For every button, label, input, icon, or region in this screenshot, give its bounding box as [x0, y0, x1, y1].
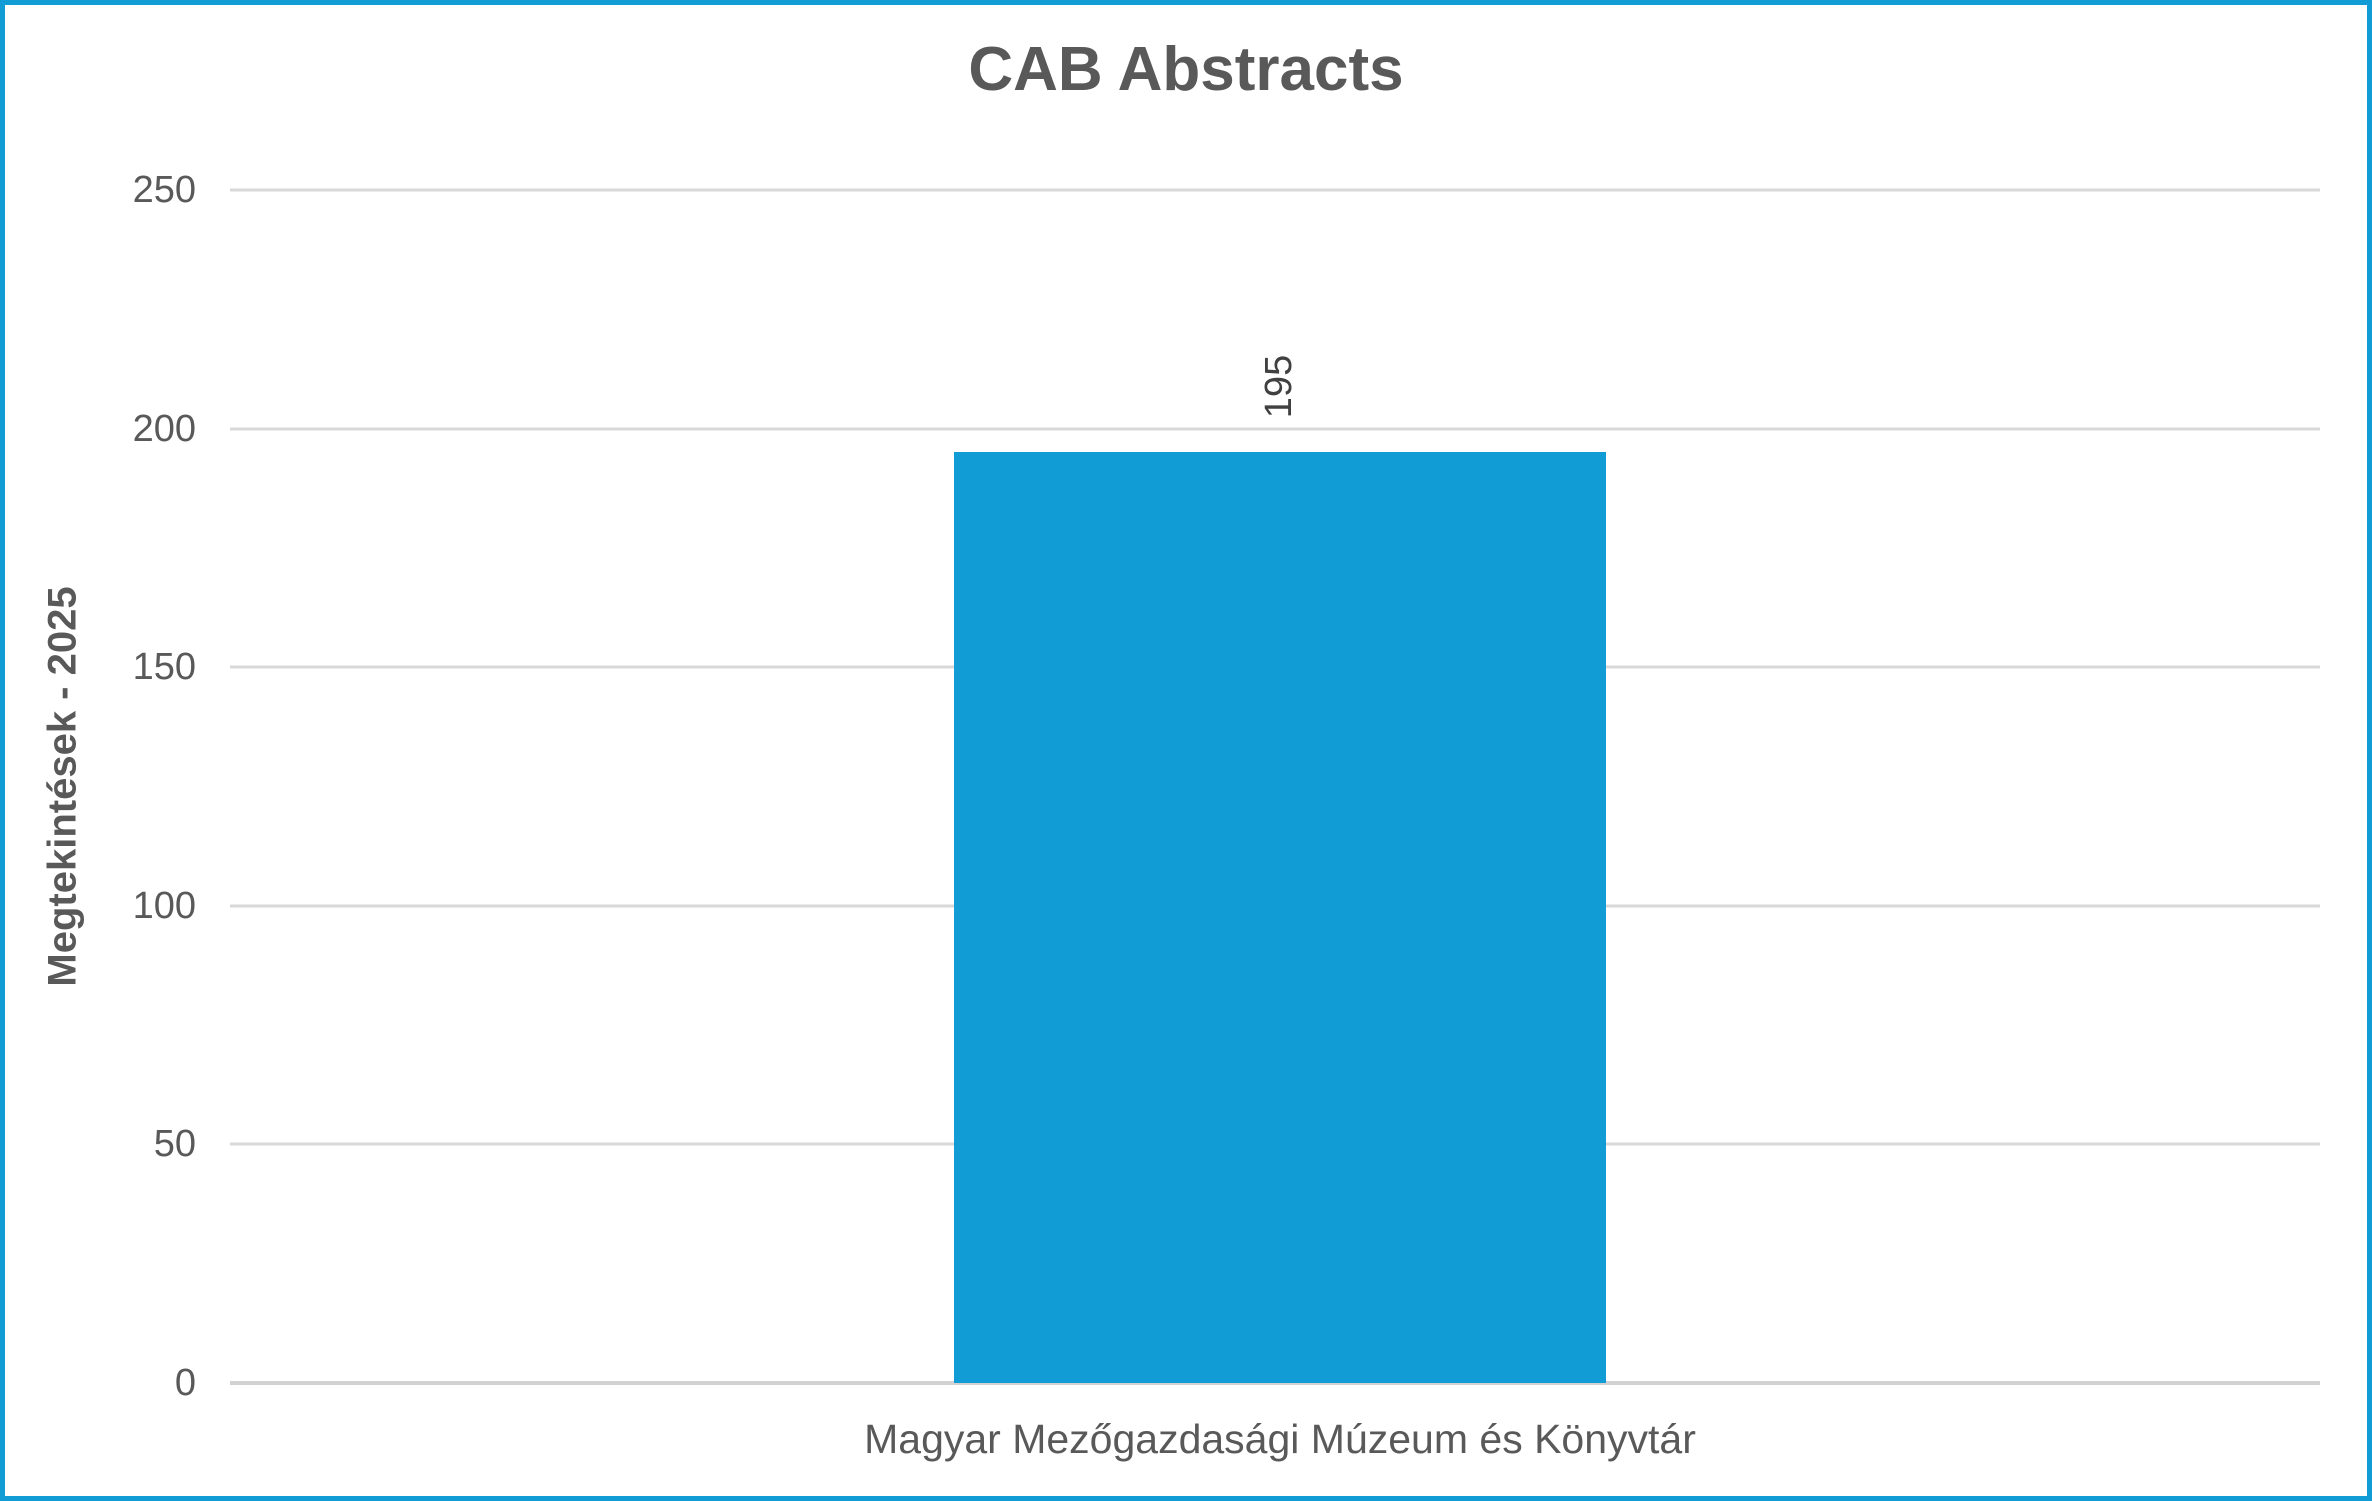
gridline-250	[230, 188, 2320, 192]
y-tick-label-50: 50	[153, 1123, 196, 1166]
bar-data-label-wrap: 195	[1220, 330, 1340, 442]
y-axis-title: Megtekintések - 2025	[27, 190, 99, 1383]
gridline-0	[230, 1381, 2320, 1385]
x-category-label: Magyar Mezőgazdasági Múzeum és Könyvtár	[864, 1416, 1696, 1462]
plot-area: 195 0 50 100 150 200 250	[133, 170, 2320, 1403]
y-tick-label-0: 0	[174, 1362, 196, 1404]
y-tick-label-250: 250	[132, 169, 196, 211]
y-tick-label-200: 200	[132, 407, 196, 450]
bar-magyar-mezogazdasagi-muzeum	[954, 452, 1606, 1383]
y-tick-label-100: 100	[132, 884, 196, 927]
bar-data-label: 195	[1258, 354, 1301, 419]
chart-title: CAB Abstracts	[968, 35, 1404, 104]
y-tick-label-150: 150	[132, 646, 196, 689]
gridline-200	[230, 427, 2320, 431]
